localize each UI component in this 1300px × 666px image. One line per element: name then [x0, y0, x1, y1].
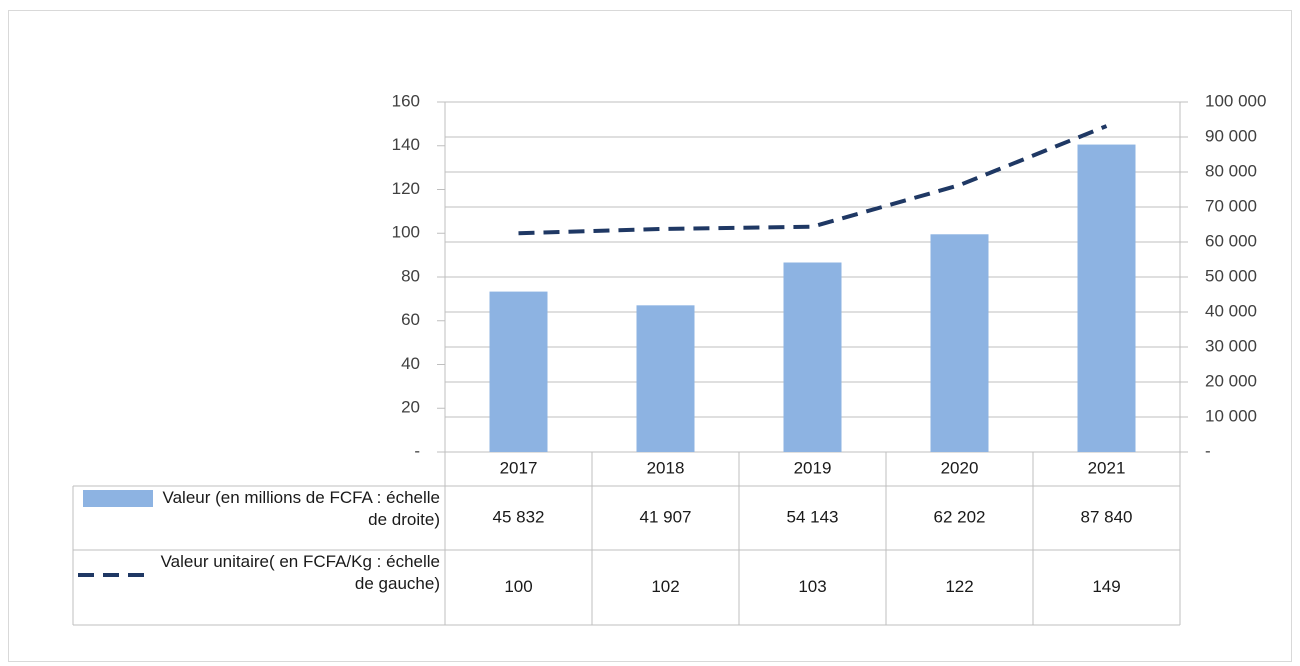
frame — [8, 10, 1292, 662]
y-tick-label: - — [414, 441, 420, 460]
table-value: 62 202 — [934, 507, 986, 526]
y-tick-label: 140 — [392, 135, 420, 154]
bar — [783, 262, 842, 452]
table-value: 149 — [1092, 577, 1120, 596]
y-tick-label: 100 — [392, 223, 420, 242]
legend-label: Valeur unitaire( en FCFA/Kg : échelle de… — [160, 552, 440, 593]
y2-tick-label: 100 000 — [1205, 91, 1266, 110]
y2-tick-label: 20 000 — [1205, 371, 1257, 390]
y-tick-label: 40 — [401, 354, 420, 373]
x-tick-label: 2017 — [500, 458, 538, 477]
table-value: 45 832 — [493, 507, 545, 526]
y2-tick-label: 40 000 — [1205, 301, 1257, 320]
table-value: 41 907 — [640, 507, 692, 526]
y2-tick-label: 70 000 — [1205, 196, 1257, 215]
y-tick-label: 60 — [401, 310, 420, 329]
table-value: 87 840 — [1081, 507, 1133, 526]
x-tick-label: 2020 — [941, 458, 979, 477]
y-tick-label: 120 — [392, 179, 420, 198]
y2-tick-label: 30 000 — [1205, 336, 1257, 355]
y2-tick-label: 80 000 — [1205, 161, 1257, 180]
table-value: 54 143 — [787, 507, 839, 526]
table-value: 102 — [651, 577, 679, 596]
y-tick-label: 80 — [401, 266, 420, 285]
bar — [930, 234, 989, 452]
table-value: 103 — [798, 577, 826, 596]
legend-label-box: Valeur unitaire( en FCFA/Kg : échelle de… — [160, 552, 440, 593]
x-tick-label: 2021 — [1088, 458, 1126, 477]
y-tick-label: 20 — [401, 398, 420, 417]
y2-tick-label: 10 000 — [1205, 406, 1257, 425]
y2-tick-label: - — [1205, 441, 1211, 460]
x-tick-label: 2018 — [647, 458, 685, 477]
legend-swatch — [83, 490, 153, 507]
line — [518, 124, 1108, 236]
y2-tick-label: 50 000 — [1205, 266, 1257, 285]
table-value: 122 — [945, 577, 973, 596]
y2-tick-label: 90 000 — [1205, 126, 1257, 145]
legend-label-box: Valeur (en millions de FCFA : échelle de… — [162, 488, 440, 529]
bar — [636, 305, 695, 452]
bar — [489, 291, 548, 452]
y2-tick-label: 60 000 — [1205, 231, 1257, 250]
x-tick-label: 2019 — [794, 458, 832, 477]
bar — [1077, 144, 1136, 452]
y-tick-label: 160 — [392, 91, 420, 110]
table-value: 100 — [504, 577, 532, 596]
legend-label: Valeur (en millions de FCFA : échelle de… — [162, 488, 440, 529]
